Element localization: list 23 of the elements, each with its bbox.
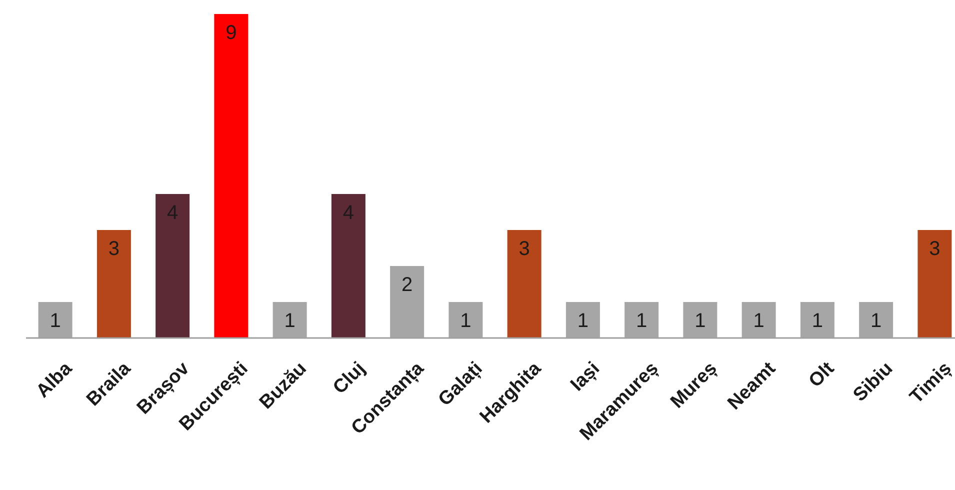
data-label: 2 [402,274,413,296]
bar [96,230,131,338]
data-label: 1 [753,310,764,332]
data-label: 1 [870,310,882,332]
data-label: 1 [577,310,588,332]
data-label: 1 [694,310,706,332]
bar [918,230,952,338]
x-tick-label: Olt [805,358,839,392]
data-label: 1 [284,310,296,332]
data-label: 9 [226,22,237,44]
bar [214,14,248,338]
data-label: 4 [342,202,354,224]
bar [507,230,542,338]
data-label: 1 [460,310,472,332]
data-label: 4 [167,202,178,224]
data-label: 3 [108,238,120,260]
data-label: 1 [50,310,61,332]
data-label: 1 [812,310,823,332]
data-label: 3 [518,238,530,260]
bar [156,194,190,338]
bar [331,194,366,338]
data-label: 3 [929,238,940,260]
data-label: 1 [636,310,648,332]
